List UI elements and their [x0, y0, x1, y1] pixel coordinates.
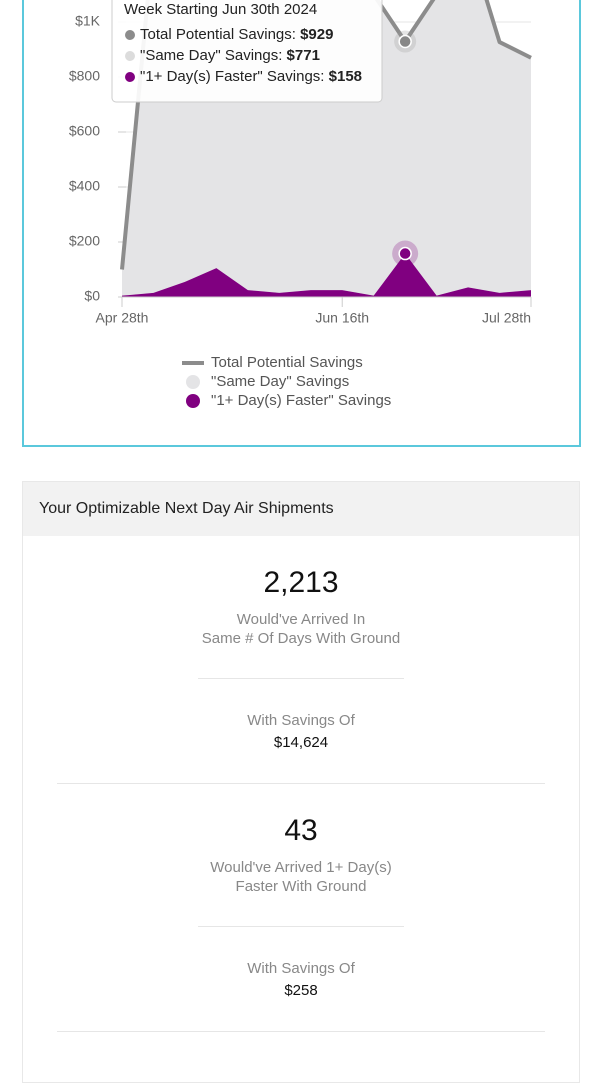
divider: [198, 678, 404, 679]
tooltip-value: $929: [300, 26, 333, 43]
legend-label: "1+ Day(s) Faster" Savings: [211, 392, 391, 409]
divider: [198, 926, 404, 927]
stat-desc: Would've Arrived In Same # Of Days With G…: [23, 610, 579, 648]
y-tick-label: $200: [69, 233, 100, 249]
stat-desc: Would've Arrived 1+ Day(s) Faster With Gr…: [23, 858, 579, 896]
y-tick-label: $400: [69, 178, 100, 194]
tooltip-marker: [125, 72, 135, 82]
savings-label: With Savings Of: [247, 960, 355, 977]
y-tick-label: $800: [69, 68, 100, 84]
divider: [57, 783, 545, 784]
stat: 43 Would've Arrived 1+ Day(s) Faster With …: [23, 814, 579, 1032]
x-tick-label: Apr 28th: [96, 310, 149, 326]
savings-value: $258: [284, 982, 318, 999]
faster-area: [122, 253, 531, 297]
legend-line: [182, 361, 204, 365]
stats: 2,213 Would've Arrived In Same # Of Days W…: [23, 566, 579, 1032]
tooltip-label: Total Potential Savings:: [140, 26, 300, 43]
legend-marker: [186, 375, 200, 389]
legend-label: Total Potential Savings: [211, 354, 363, 371]
legend-label: "Same Day" Savings: [211, 373, 349, 390]
hover-point: [398, 34, 412, 49]
hover-point: [398, 246, 412, 261]
stat-desc-line: Would've Arrived 1+ Day(s): [210, 859, 392, 876]
chart-card: [22, 0, 581, 447]
stat-desc-line: Faster With Ground: [235, 878, 367, 895]
y-tick-label: $600: [69, 123, 100, 139]
tooltip-item: "1+ Day(s) Faster" Savings: $158: [140, 68, 362, 85]
tooltip-marker: [125, 51, 135, 61]
stat-desc-line: Would've Arrived In: [236, 611, 366, 628]
tooltip-item: Total Potential Savings: $929: [140, 26, 333, 43]
tooltip-value: $771: [287, 47, 320, 64]
tooltip-value: $158: [329, 68, 362, 85]
tooltip-box: [111, 0, 383, 103]
savings-value: $14,624: [273, 734, 329, 751]
tooltip-title: Week Starting Jun 30th 2024: [124, 1, 317, 18]
savings-label: With Savings Of: [247, 712, 355, 729]
stat-count: 2,213: [263, 566, 339, 599]
tooltip-marker: [125, 30, 135, 40]
tooltip-item: "Same Day" Savings: $771: [140, 47, 320, 64]
x-tick-label: Jun 16th: [315, 310, 369, 326]
y-tick-label: $0: [84, 288, 100, 304]
divider: [57, 1031, 545, 1032]
stat-desc-line: Same # Of Days With Ground: [201, 630, 401, 647]
x-tick-label: Jul 28th: [482, 310, 531, 326]
stat-count: 43: [284, 814, 318, 847]
tooltip-label: "Same Day" Savings:: [140, 47, 287, 64]
legend-marker: [186, 394, 200, 408]
stat: 2,213 Would've Arrived In Same # Of Days W…: [23, 566, 579, 784]
y-tick-label: $1K: [75, 13, 101, 29]
tooltip-label: "1+ Day(s) Faster" Savings:: [140, 68, 329, 85]
panel-title: Your Optimizable Next Day Air Shipments: [23, 482, 579, 536]
chart: $0 $200 $400 $600 $800 $1K Apr 28th Jun 16th Jul…: [69, 0, 532, 409]
panel: Your Optimizable Next Day Air Shipments …: [22, 481, 580, 1083]
